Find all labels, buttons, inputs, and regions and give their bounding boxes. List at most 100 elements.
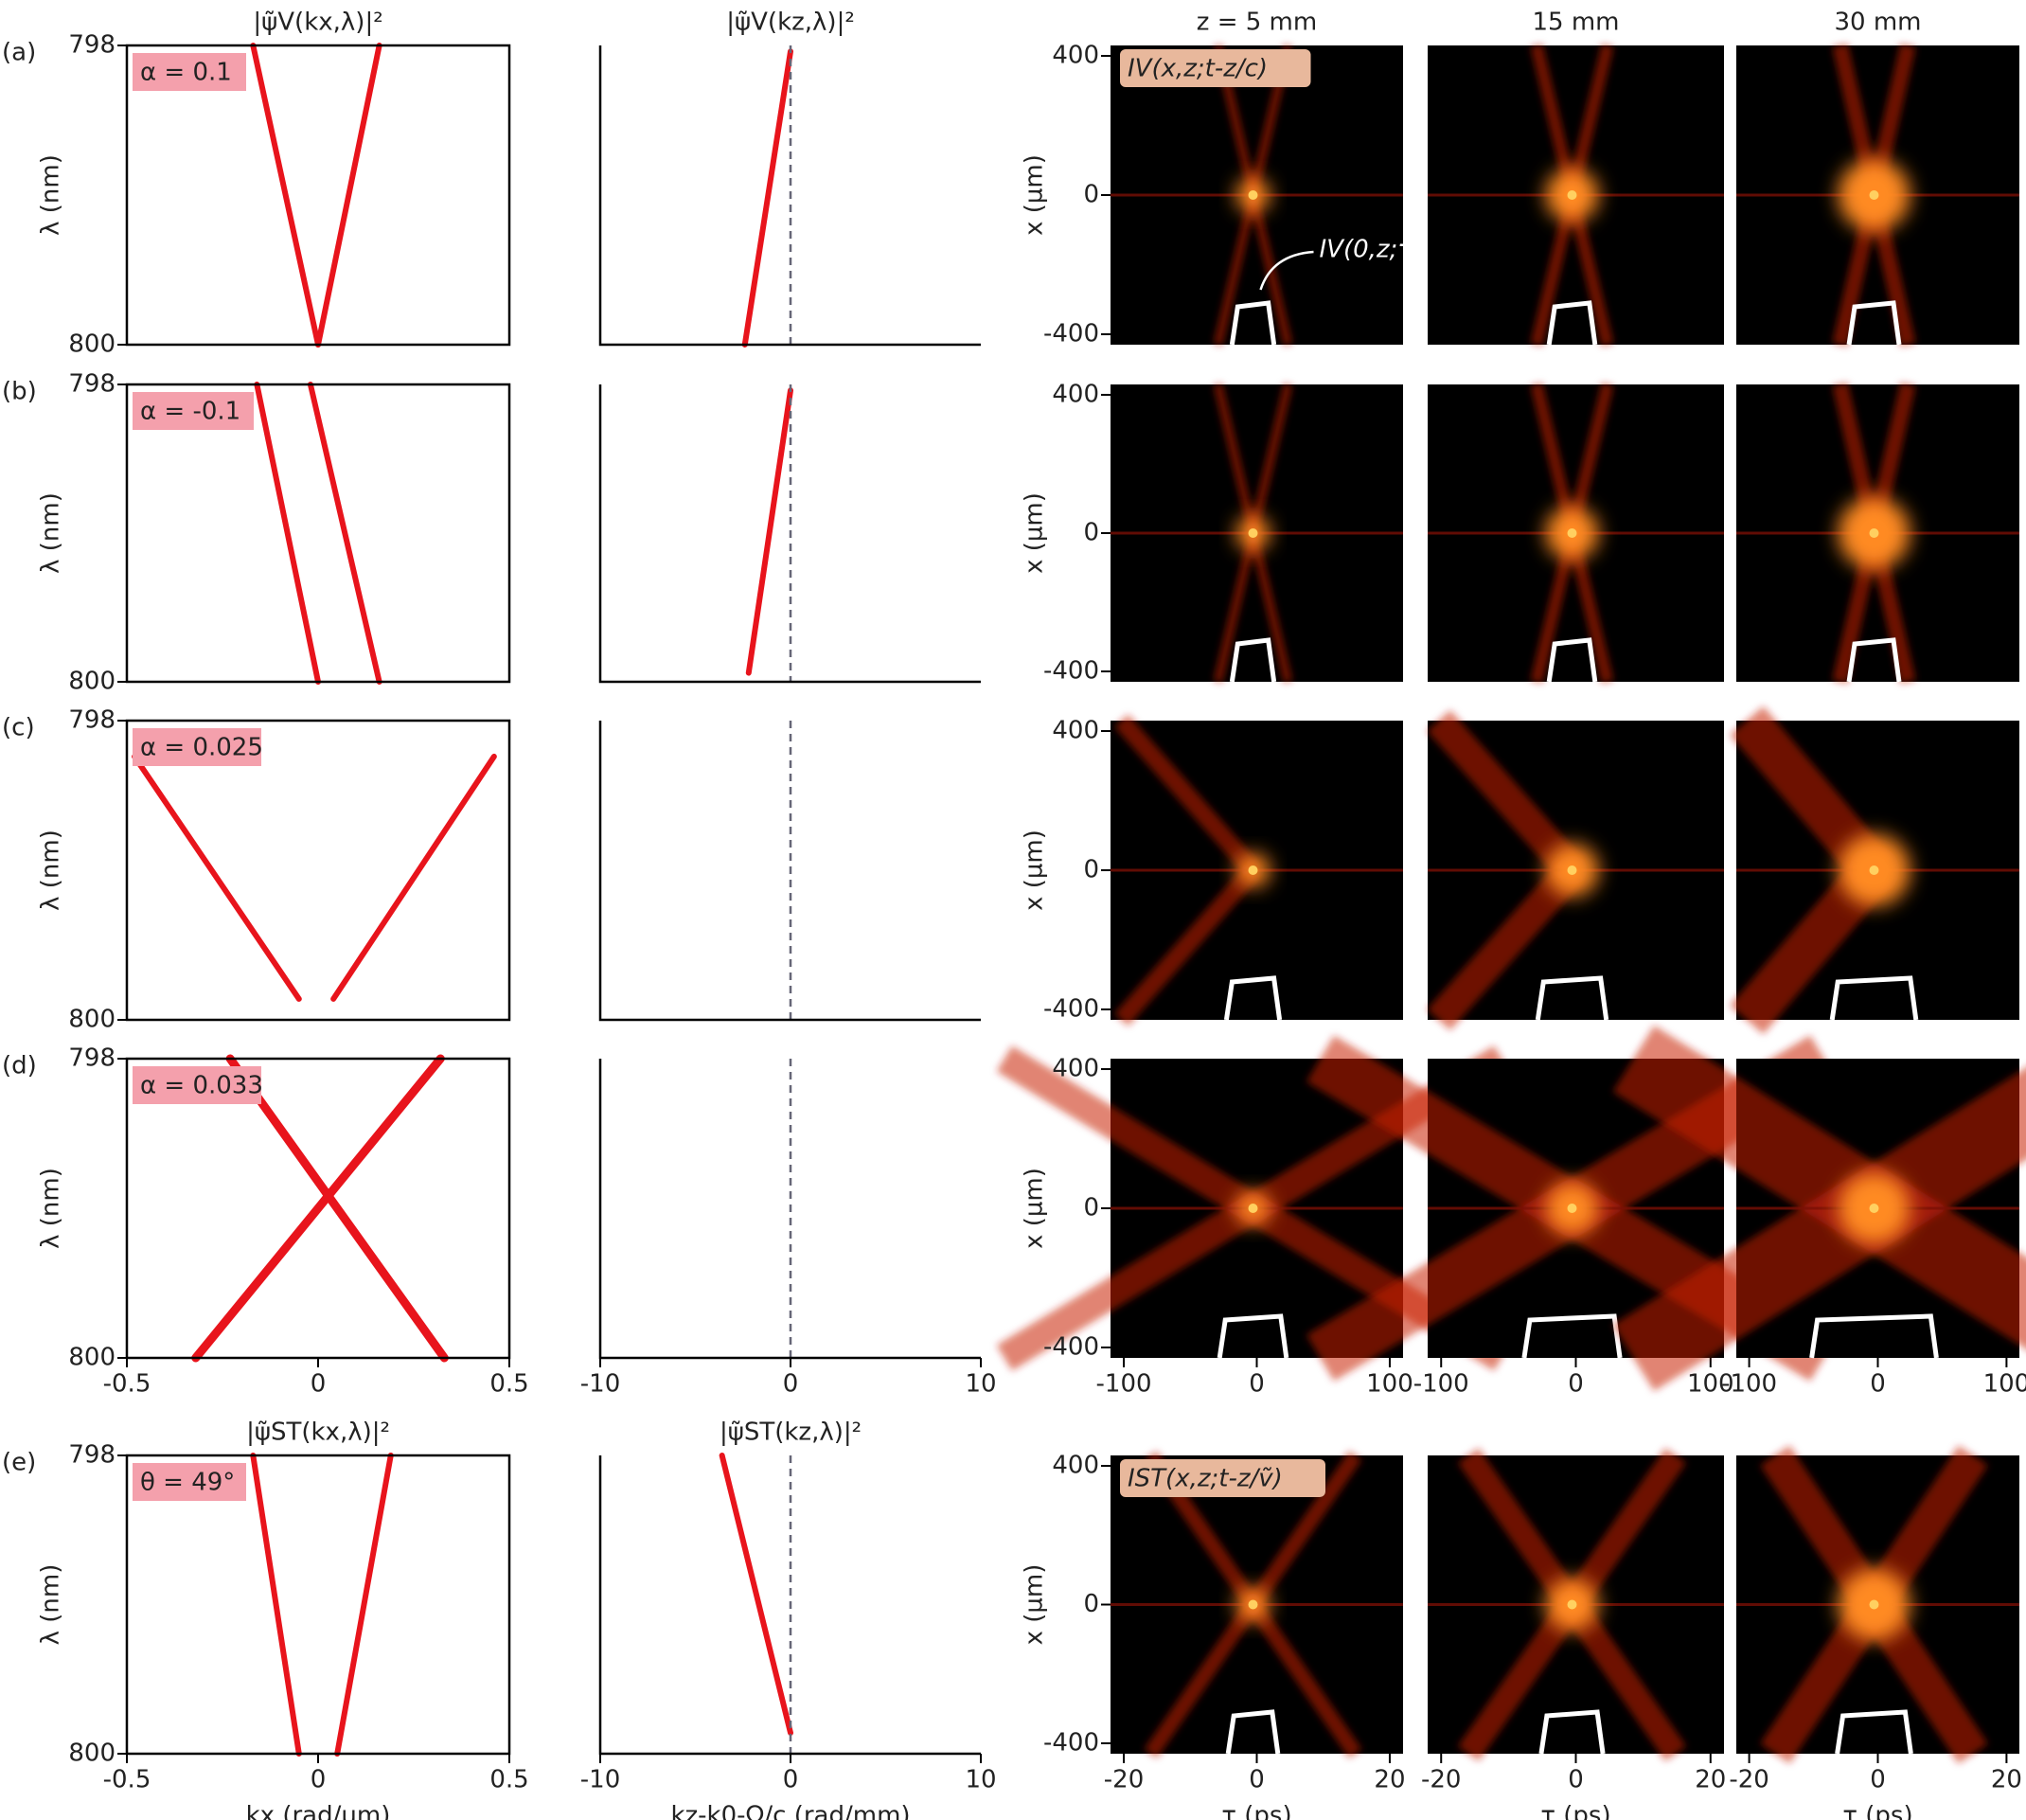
spectral-trace (307, 382, 382, 685)
intensity-peak (1869, 190, 1879, 200)
intensity-peak (1567, 1204, 1577, 1213)
y-tick-label: 800 (68, 1006, 116, 1034)
spectral-trace (191, 1054, 445, 1363)
panel (1427, 710, 1724, 1030)
x-tick-label: 0 (783, 1370, 799, 1399)
intensity-beam (1114, 864, 1260, 1026)
intensity-beam (1561, 1597, 1687, 1761)
panel: x (µm) -400 0 400 (1021, 380, 1403, 686)
panel: x (µm) -400 0 400 (1021, 714, 1403, 1026)
y-axis-label: λ (nm) (37, 154, 65, 236)
intensity-beam (1213, 531, 1258, 684)
y-tick-label: 400 (1052, 380, 1099, 408)
x-tick-label: -20 (1104, 1766, 1144, 1794)
panel: IST(x,z;t-z/ṽ) x (µm) τ (ps) -400 0 400 -20 0 20 (1021, 1451, 1406, 1820)
intensity-peak (1567, 528, 1577, 538)
intensity-peak (1869, 1599, 1879, 1610)
intensity-peak (1248, 528, 1258, 538)
callout-arrow (1259, 250, 1314, 291)
on-axis-pulse (1223, 975, 1283, 1021)
y-tick-label: 400 (1052, 1055, 1099, 1083)
intensity-peak (1248, 190, 1258, 200)
annotation: α = 0.1 (140, 59, 232, 87)
y-axis-label: x (µm) (1021, 830, 1049, 911)
annotation-box (133, 1066, 261, 1104)
x-axis-label: kz-k0-Ω/c (rad/mm) (670, 1802, 910, 1820)
row-label: (b) (2, 378, 37, 406)
intensity-peak (1567, 1599, 1577, 1610)
on-axis-pulse (1829, 975, 1919, 1021)
x-tick-label: 0 (1249, 1766, 1265, 1794)
plot-area (127, 1455, 509, 1754)
annotation-box (1120, 49, 1311, 87)
panel: IV(x,z;t-z/c) IV(0,z;τ) z = 5 mm x (µm) -400… (1021, 9, 1423, 348)
on-axis-pulse (1225, 1709, 1281, 1755)
annotation-box (133, 1463, 246, 1501)
annotation: θ = 49° (140, 1469, 235, 1497)
intensity-beam (1114, 714, 1260, 877)
panel: α = 0.1 |ψ̃V(kx,λ)|² (a) λ (nm) 798 800 (2, 9, 511, 359)
y-tick-label: 0 (1083, 856, 1099, 884)
x-axis-label: τ (ps) (1221, 1802, 1291, 1820)
panel-title: 30 mm (1834, 9, 1921, 37)
annotation-box (133, 728, 261, 766)
on-axis-pulse (1217, 1313, 1289, 1359)
y-tick-label: -400 (1043, 1729, 1099, 1758)
row-label: (d) (2, 1052, 37, 1080)
y-tick-label: 0 (1083, 519, 1099, 547)
intensity-beam (1213, 383, 1258, 535)
intensity-pattern (1213, 383, 1293, 684)
on-axis-pulse (1809, 1313, 1939, 1359)
x-tick-label: 20 (1374, 1766, 1405, 1794)
y-tick-label: -400 (1043, 657, 1099, 686)
panel (1428, 383, 1724, 684)
x-tick-label: -20 (1421, 1766, 1461, 1794)
intensity-beam (1306, 1035, 1587, 1232)
annotation: α = 0.033 (140, 1072, 263, 1100)
panel (598, 721, 981, 1022)
x-tick-label: 100 (1366, 1370, 1413, 1399)
y-tick-label: 800 (68, 668, 116, 696)
intensity-pattern (1457, 1448, 1687, 1761)
y-tick-label: 400 (1052, 717, 1099, 745)
x-tick-label: 100 (1983, 1370, 2026, 1399)
intensity-beam (1144, 1599, 1260, 1758)
spectral-trace (719, 1453, 793, 1736)
x-tick-label: -100 (1413, 1370, 1469, 1399)
panel (1736, 383, 2019, 684)
intensity-beam (996, 1045, 1261, 1222)
x-tick-label: 0 (1568, 1370, 1584, 1399)
panel: |ψ̃V(kz,λ)|² (598, 9, 981, 348)
y-tick-label: 400 (1052, 1451, 1099, 1479)
intensity-beam (1246, 1451, 1362, 1610)
x-tick-label: 10 (965, 1370, 996, 1399)
on-axis-pulse (1229, 300, 1277, 346)
panel-title: |ψ̃V(kx,λ)|² (253, 9, 382, 37)
panel (598, 384, 981, 684)
annotation-box (1120, 1459, 1325, 1497)
intensity-beam (1427, 860, 1584, 1030)
y-tick-label: 0 (1083, 1194, 1099, 1222)
y-axis-label: x (µm) (1021, 492, 1049, 574)
on-axis-pulse (1229, 637, 1277, 683)
x-tick-label: 0 (1870, 1370, 1886, 1399)
spectral-trace (334, 1453, 394, 1757)
intensity-peak (1869, 865, 1879, 875)
y-tick-label: -400 (1043, 319, 1099, 348)
axis (598, 721, 981, 1022)
on-axis-pulse (1538, 1709, 1606, 1755)
on-axis-pulse (1546, 637, 1598, 683)
x-tick-label: -0.5 (103, 1370, 151, 1399)
x-tick-label: -10 (580, 1370, 620, 1399)
panel: τ (ps) -20 0 20 (1729, 1445, 2022, 1820)
plot-area (127, 45, 509, 345)
panel: θ = 49° |ψ̃ST(kx,λ)|² (e) λ (nm) kx (rad/µm)… (2, 1419, 529, 1820)
panel: -10 0 10 (580, 1059, 997, 1399)
spectral-trace (315, 43, 382, 348)
y-axis-label: x (µm) (1021, 154, 1049, 236)
intensity-beam (1457, 1448, 1583, 1613)
y-axis-label: λ (nm) (37, 492, 65, 574)
x-axis-label: τ (ps) (1540, 1802, 1610, 1820)
spectral-trace (132, 753, 302, 1002)
x-tick-label: 20 (1991, 1766, 2022, 1794)
